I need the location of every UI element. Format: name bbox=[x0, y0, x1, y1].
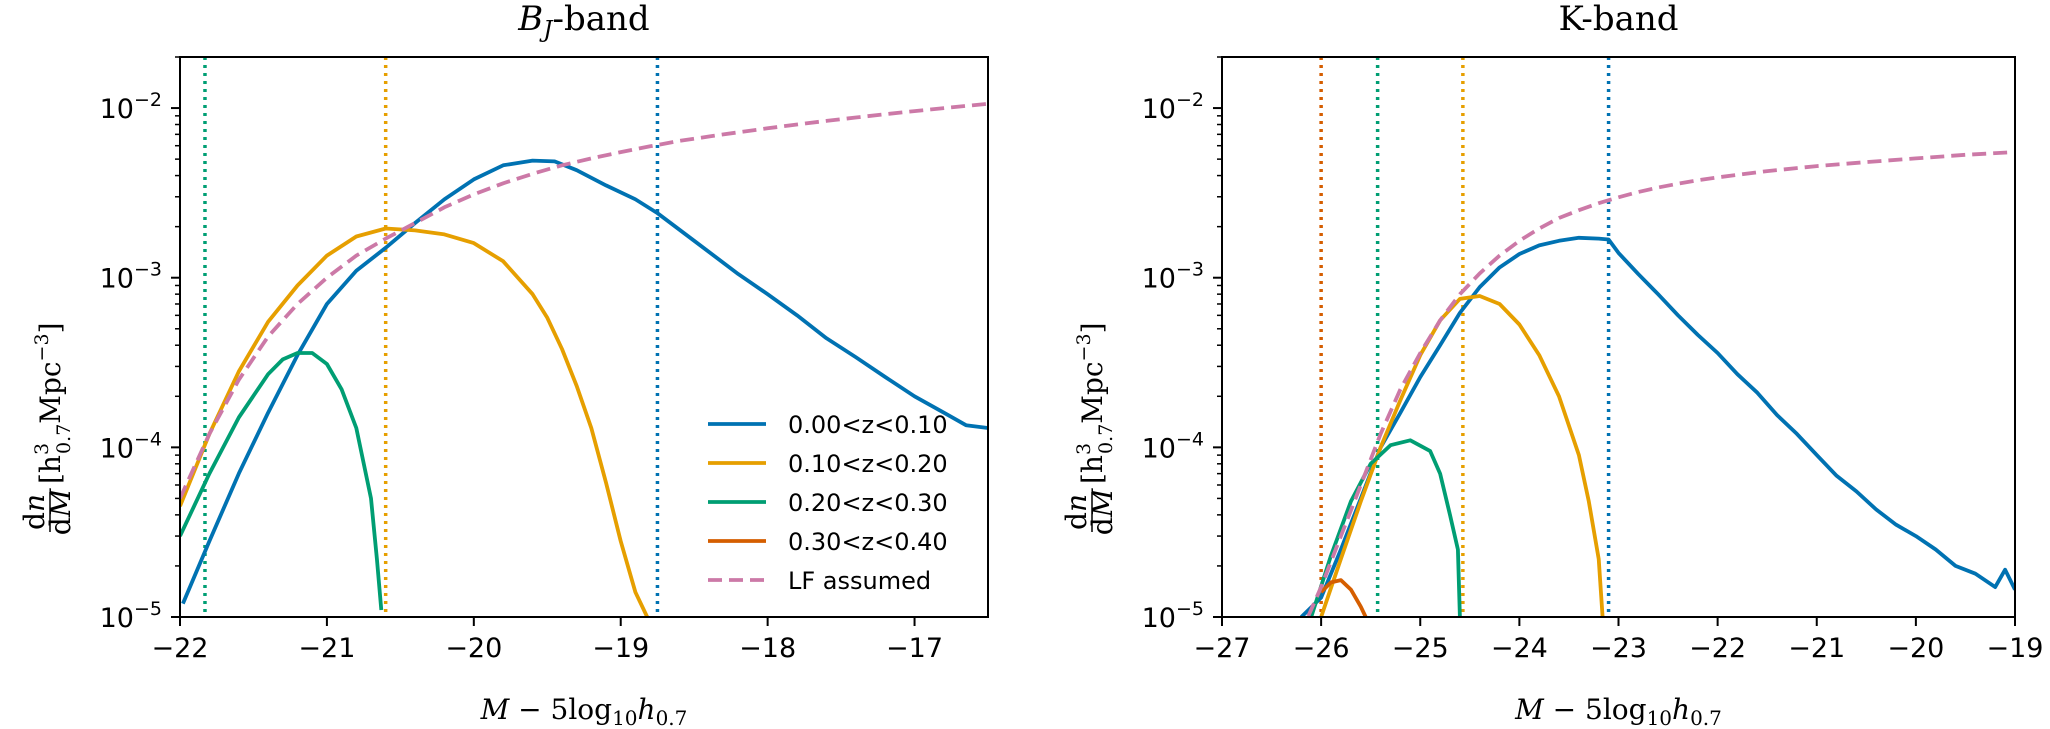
x-tick-label: −21 bbox=[1788, 633, 1845, 664]
y-label-denominator: dM bbox=[1086, 487, 1119, 535]
panel-k-band: −27 −26 −25 −24 −23 −22 −21 −20 −19 10−5 10−4 10−3 1… bbox=[1060, 0, 2043, 729]
legend-label: 0.00<z<0.10 bbox=[788, 411, 948, 439]
legend-label: 0.20<z<0.30 bbox=[788, 489, 948, 517]
y-tick-label: 10−5 bbox=[1142, 598, 1204, 634]
series-line-0.00<z<0.10 bbox=[181, 158, 988, 605]
panel-bj-band: −22 −21 −20 −19 −18 −17 10−5 10−4 10−3 10−2 BJ-ban… bbox=[18, 0, 989, 729]
legend-label: 0.30<z<0.40 bbox=[788, 528, 948, 556]
y-tick-label: 10−4 bbox=[100, 428, 162, 464]
y-label-units: [h30.7Mpc−3] bbox=[1073, 322, 1117, 484]
x-tick-label: −21 bbox=[298, 633, 355, 664]
series-line-LF assumed bbox=[1305, 150, 2015, 617]
x-axis-label: M − 5log10h0.7 bbox=[480, 693, 688, 729]
x-tick-label: −22 bbox=[1689, 633, 1746, 664]
x-tick-label: −27 bbox=[1194, 633, 1251, 664]
x-tick-label: −23 bbox=[1590, 633, 1647, 664]
legend-label: LF assumed bbox=[788, 567, 931, 595]
x-tick-label: −17 bbox=[886, 633, 943, 664]
x-tick-label: −24 bbox=[1491, 633, 1548, 664]
y-label-denominator: dM bbox=[44, 487, 77, 535]
y-tick-label: 10−5 bbox=[100, 598, 162, 634]
y-label-units: [h30.7Mpc−3] bbox=[31, 322, 75, 484]
series-line-0.20<z<0.30 bbox=[180, 351, 384, 611]
legend-label: 0.10<z<0.20 bbox=[788, 450, 948, 478]
series-line-0.20<z<0.30 bbox=[1309, 438, 1462, 617]
x-tick-label: −20 bbox=[1887, 633, 1944, 664]
x-tick-label: −20 bbox=[445, 633, 502, 664]
x-tick-label: −25 bbox=[1392, 633, 1449, 664]
x-axis-label: M − 5log10h0.7 bbox=[1514, 693, 1722, 729]
x-tick-label: −18 bbox=[739, 633, 796, 664]
series-line-LF assumed bbox=[180, 101, 988, 500]
y-tick-label: 10−2 bbox=[1142, 89, 1204, 125]
y-tick-label: 10−2 bbox=[100, 89, 162, 125]
chart-title: BJ-band bbox=[517, 0, 649, 43]
y-label-numerator: dn bbox=[1060, 494, 1093, 530]
series-line-0.00<z<0.10 bbox=[1299, 235, 2015, 617]
x-tick-label: −19 bbox=[1987, 633, 2044, 664]
series-line-0.10<z<0.20 bbox=[1319, 294, 1605, 617]
series-line-0.10<z<0.20 bbox=[180, 226, 649, 617]
axes-frame bbox=[179, 56, 989, 618]
x-tick-label: −26 bbox=[1293, 633, 1350, 664]
y-tick-label: 10−4 bbox=[1142, 428, 1204, 464]
series-line-0.30<z<0.40 bbox=[1319, 578, 1368, 617]
x-tick-label: −19 bbox=[592, 633, 649, 664]
y-tick-label: 10−3 bbox=[1142, 259, 1204, 295]
x-tick-label: −22 bbox=[152, 633, 209, 664]
chart-title: K-band bbox=[1558, 0, 1678, 39]
y-tick-label: 10−3 bbox=[100, 259, 162, 295]
y-label-numerator: dn bbox=[18, 494, 51, 530]
